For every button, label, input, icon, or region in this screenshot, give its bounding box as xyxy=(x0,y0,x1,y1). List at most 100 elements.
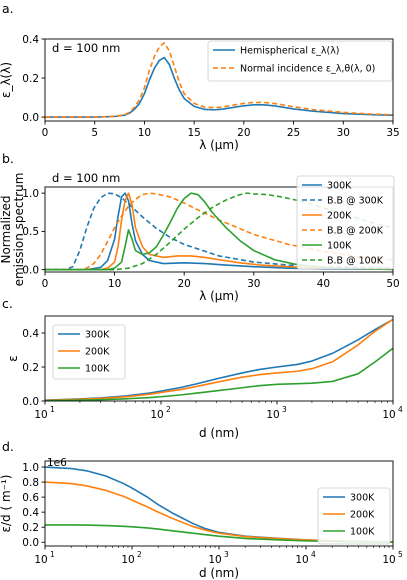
legend-entry: 200K xyxy=(85,347,110,358)
annotation: d = 100 nm xyxy=(52,41,120,55)
legend: 300K 200K 100K xyxy=(52,324,126,380)
annotation: d = 100 nm xyxy=(52,171,120,185)
series-line-normal-incidence-0- xyxy=(45,42,393,118)
x-tick-label: 10 xyxy=(108,278,121,290)
series-group xyxy=(45,466,393,543)
y-tick-label: 0.4 xyxy=(22,328,39,340)
y-tick-label: 0.0 xyxy=(22,265,39,277)
x-tick-label-exponent: 4 xyxy=(398,405,403,414)
panel-d: d.10 1 10 2 10 3 10 4 10 50.00.20.40.60.81.0d (nm… xyxy=(0,439,403,580)
x-tick-label: 15 xyxy=(187,127,200,139)
legend-box xyxy=(52,324,126,380)
legend-entry: 200K xyxy=(350,510,375,521)
legend-box xyxy=(207,40,393,82)
x-tick-label-exponent: 3 xyxy=(224,550,229,559)
x-tick-label: 10 xyxy=(295,554,308,566)
x-tick-label: 25 xyxy=(287,127,300,139)
x-tick-label: 10 xyxy=(382,554,395,566)
x-axis-label: λ (μm) xyxy=(199,138,239,152)
legend-entry: 100K xyxy=(350,527,375,538)
axes-frame xyxy=(44,38,394,122)
panel-label: d. xyxy=(2,439,14,454)
x-tick-label-exponent: 4 xyxy=(311,550,316,559)
offset-text: 1e6 xyxy=(47,457,67,469)
y-tick-label: 0.2 xyxy=(22,362,39,374)
x-tick-label: 20 xyxy=(178,278,191,290)
x-tick-label: 10 xyxy=(266,409,279,421)
y-tick-label: 0.0 xyxy=(22,396,39,408)
legend: 300K B.B @ 300K 200K B.B @ 200K 100K B.B @ 10… xyxy=(296,175,395,270)
legend-entry: B.B @ 300K xyxy=(327,196,384,207)
series-line-100k xyxy=(45,524,393,543)
x-tick-label: 10 xyxy=(121,554,134,566)
y-tick-label: 0.8 xyxy=(22,477,39,489)
x-axis-label: d (nm) xyxy=(199,566,239,580)
x-tick-label-exponent: 5 xyxy=(398,550,403,559)
series-group xyxy=(45,318,393,401)
panel-a: a. 0 5 10 15 20 25 30 35 0.0 0.2 0.4 λ (μm) ε_λ(λ) d =… xyxy=(0,1,400,152)
y-tick-label: 1.0 xyxy=(22,188,39,200)
series-line-200k xyxy=(45,192,393,271)
x-tick-label-exponent: 1 xyxy=(50,405,55,414)
legend-entry: 300K xyxy=(350,493,375,504)
x-tick-label: 50 xyxy=(386,278,399,290)
series-line-300k xyxy=(45,192,393,271)
x-tick-label: 0 xyxy=(42,127,49,139)
x-tick-label: 10 xyxy=(150,409,163,421)
x-axis-label: λ (μm) xyxy=(199,289,239,303)
x-tick-label: 30 xyxy=(337,127,350,139)
y-axis-label: Normalizedemission spectrum xyxy=(0,173,26,287)
x-tick-label: 5 xyxy=(91,127,98,139)
series-line-100k xyxy=(45,347,393,401)
x-tick-label: 10 xyxy=(34,554,47,566)
panel-label: c. xyxy=(2,296,13,311)
y-tick-label: 0.4 xyxy=(22,34,39,46)
x-tick-label: 10 xyxy=(208,554,221,566)
panel-label: a. xyxy=(2,1,14,16)
legend-entry: Hemispherical ε_λ(λ) xyxy=(240,46,340,57)
panel-label: b. xyxy=(2,151,14,166)
panel-b: b. 0 10 20 30 40 50 0.0 0.5 1.0 λ (μm) Normalizedem… xyxy=(0,151,400,303)
y-tick-label: 0.4 xyxy=(22,507,39,519)
legend-entry: Normal incidence ε_λ,θ(λ, 0) xyxy=(240,64,375,75)
y-tick-label: 1.0 xyxy=(22,462,39,474)
legend: 300K 200K 100K xyxy=(317,487,391,545)
y-axis-label: ε_λ(λ) xyxy=(0,62,13,98)
legend-entry: B.B @ 200K xyxy=(327,226,384,237)
series-line-200k xyxy=(45,481,393,543)
x-tick-label: 10 xyxy=(382,409,395,421)
x-tick-label-exponent: 2 xyxy=(166,405,171,414)
x-tick-label-exponent: 2 xyxy=(137,550,142,559)
y-tick-label: 0.0 xyxy=(22,112,39,124)
legend-entry: 200K xyxy=(327,211,352,222)
y-axis-label: ε xyxy=(6,355,20,362)
y-axis-label: ε/d ( m⁻¹) xyxy=(0,475,13,533)
legend-entry: 300K xyxy=(85,330,110,341)
legend: Hemispherical ε_λ(λ) Normal incidence ε_λ… xyxy=(207,40,393,82)
legend-box xyxy=(317,487,391,545)
legend-entry: 100K xyxy=(327,241,352,252)
x-tick-label: 10 xyxy=(138,127,151,139)
x-tick-label: 10 xyxy=(34,409,47,421)
series-line-100k xyxy=(45,192,393,271)
x-tick-label: 40 xyxy=(317,278,330,290)
legend-entry: B.B @ 100K xyxy=(327,256,384,267)
x-tick-label: 20 xyxy=(237,127,250,139)
x-axis-label: d (nm) xyxy=(199,426,239,440)
legend-entry: 300K xyxy=(327,181,352,192)
x-tick-label: 35 xyxy=(386,127,399,139)
y-tick-label: 0.5 xyxy=(22,226,39,238)
y-tick-label: 0.6 xyxy=(22,492,39,504)
panel-c: c.10 1 10 2 10 3 10 40.00.20.4d (nm)ε300K200K10… xyxy=(2,296,403,440)
x-tick-label: 30 xyxy=(247,278,260,290)
y-tick-label: 0.2 xyxy=(22,73,39,85)
y-tick-label: 0.2 xyxy=(22,522,39,534)
x-tick-label-exponent: 3 xyxy=(282,405,287,414)
series-line-200k xyxy=(45,318,393,401)
y-tick-label: 0.0 xyxy=(22,537,39,549)
axes-frame xyxy=(44,315,394,402)
series-group xyxy=(45,42,393,118)
legend-entry: 100K xyxy=(85,364,110,375)
series-line-hemispherical- xyxy=(45,56,393,118)
